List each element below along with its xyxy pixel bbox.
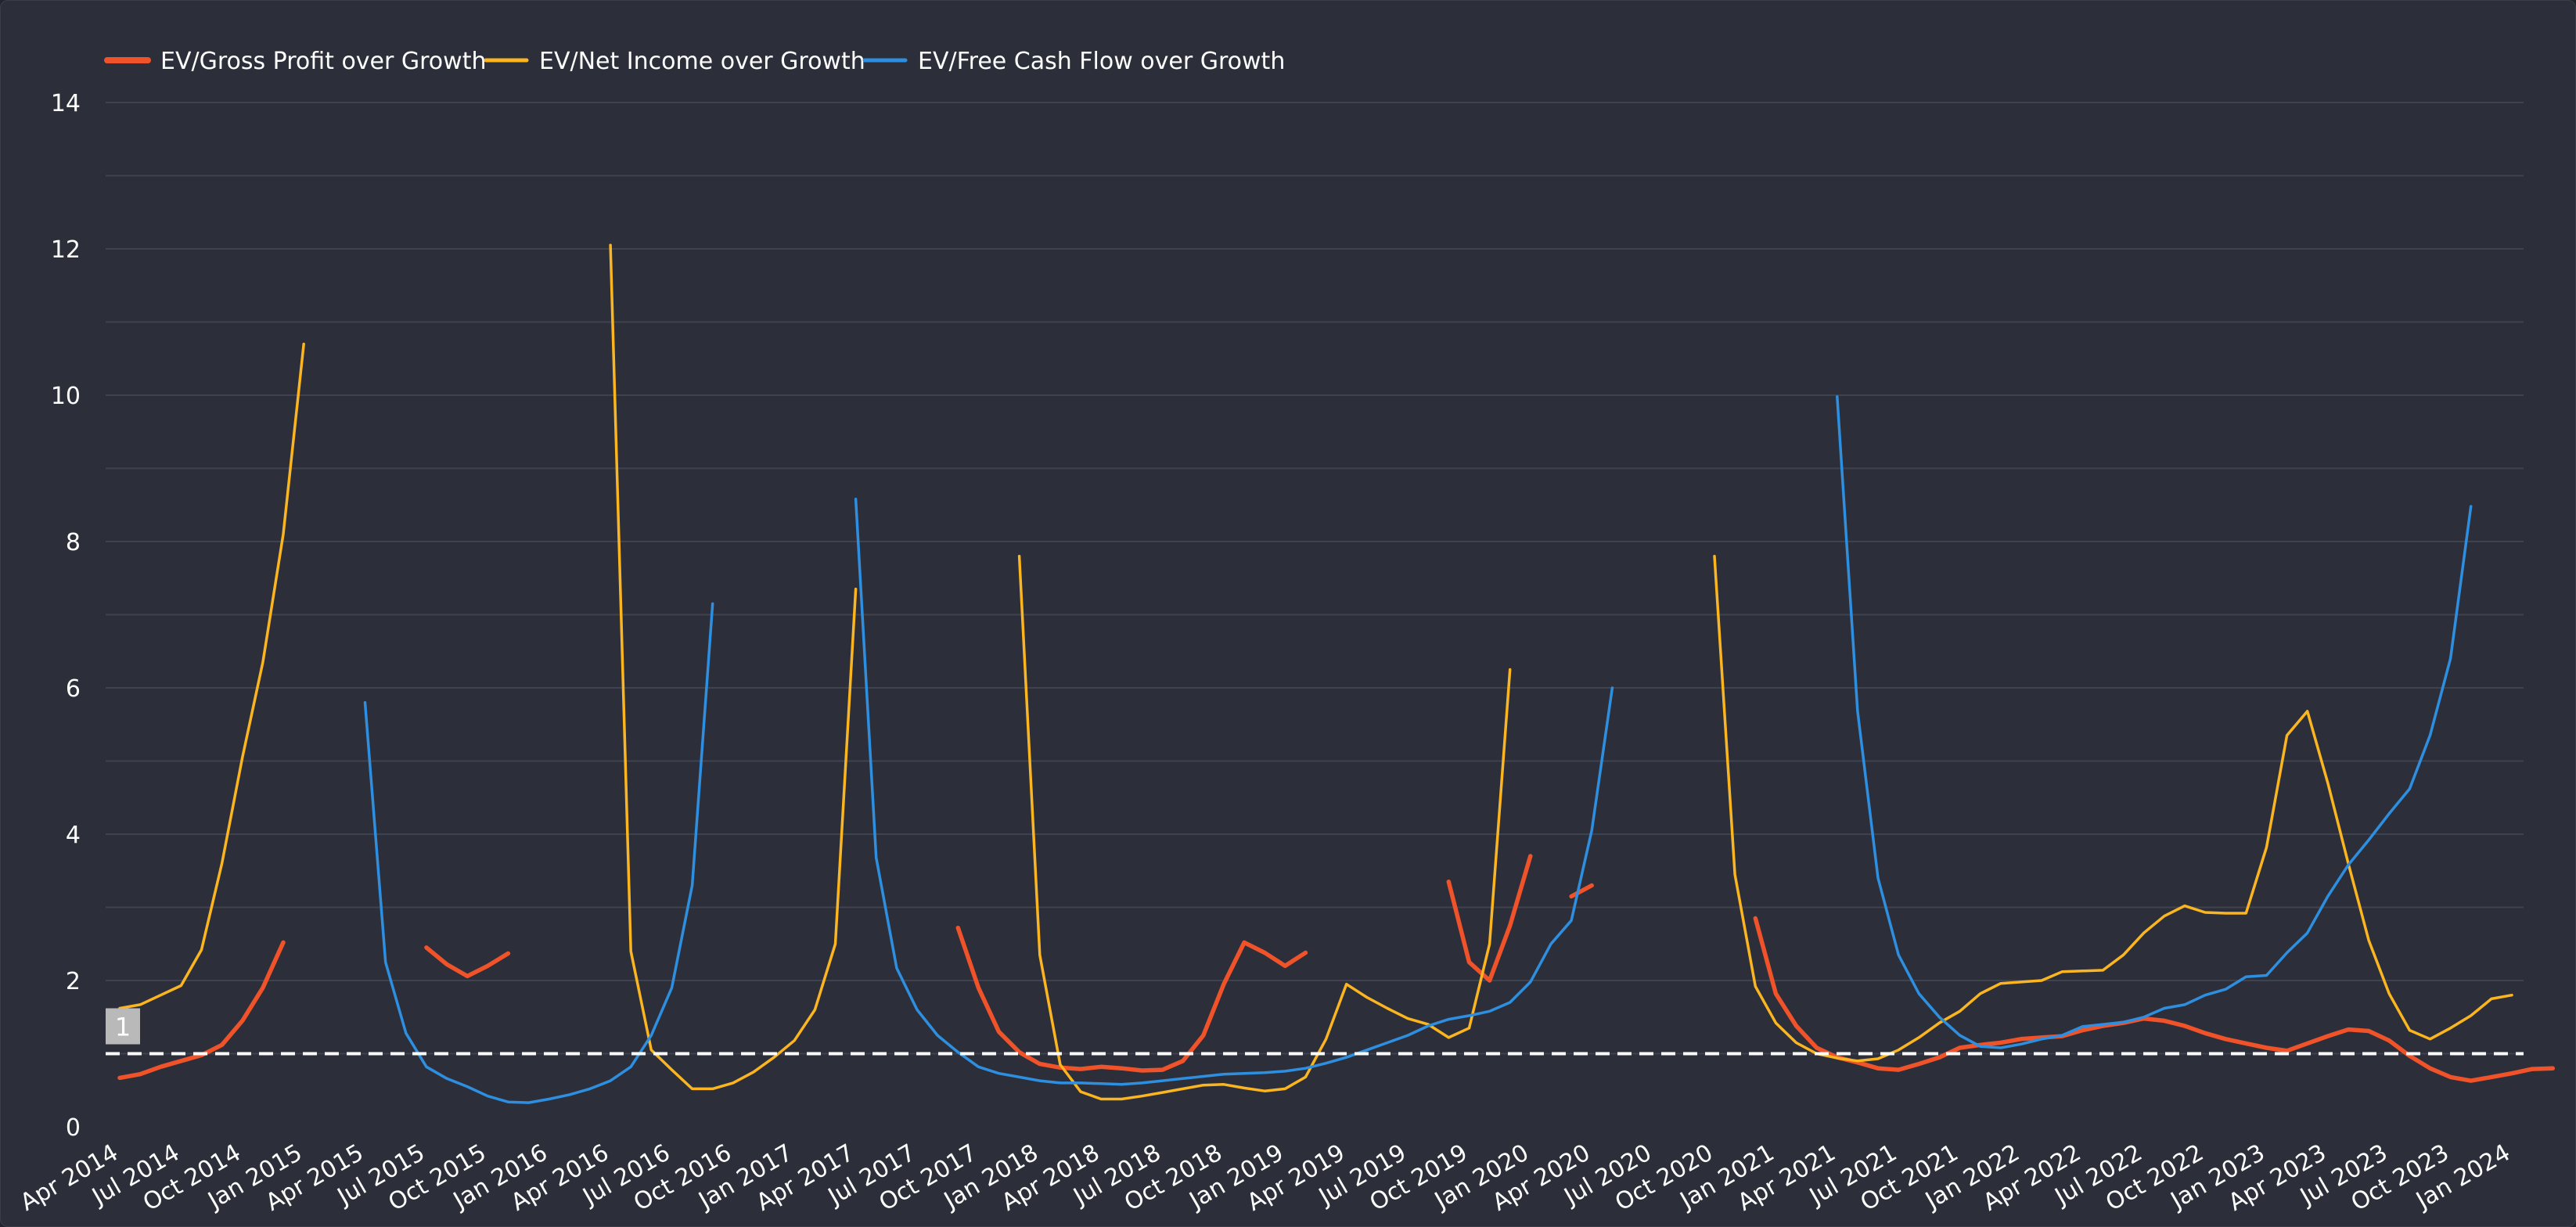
- reference-label: 1: [115, 1013, 131, 1042]
- series-line-segment: [955, 925, 1308, 1073]
- series-3: [363, 395, 2473, 1104]
- legend-label: EV/Gross Profit over Growth: [160, 48, 486, 75]
- grid-lines: [106, 102, 2524, 1055]
- series-line-segment: [118, 342, 305, 1010]
- series-line-segment: [609, 243, 858, 1091]
- series-line-segment: [1446, 854, 1533, 983]
- y-tick-label: 6: [66, 675, 81, 703]
- legend: EV/Gross Profit over Growth EV/Net Income…: [104, 48, 1285, 75]
- y-tick-label: 0: [66, 1114, 81, 1142]
- series-line-segment: [1753, 916, 2556, 1083]
- series-line-segment: [1713, 554, 2513, 1063]
- series-lines: [117, 243, 2556, 1104]
- y-tick-label: 8: [66, 529, 81, 556]
- legend-item-3[interactable]: EV/Free Cash Flow over Growth: [862, 48, 1285, 75]
- y-tick-label: 12: [51, 236, 81, 264]
- legend-item-2[interactable]: EV/Net Income over Growth: [484, 48, 865, 75]
- y-axis-ticks: 0 2 4 6 8 10 12 14: [51, 90, 81, 1142]
- y-tick-label: 14: [51, 90, 81, 117]
- series-line-segment: [1836, 395, 2473, 1049]
- series-line-segment: [1017, 554, 1512, 1101]
- reference-line: 1: [106, 1008, 2524, 1056]
- y-tick-label: 2: [66, 968, 81, 995]
- series-2: [118, 243, 2513, 1101]
- legend-label: EV/Net Income over Growth: [539, 48, 865, 75]
- series-line-segment: [424, 945, 511, 979]
- legend-item-1[interactable]: EV/Gross Profit over Growth: [104, 48, 486, 75]
- y-tick-label: 4: [66, 822, 81, 849]
- series-1: [117, 854, 2556, 1083]
- series-line-segment: [363, 602, 714, 1104]
- series-line-segment: [854, 498, 1614, 1086]
- series-line-segment: [1569, 883, 1594, 899]
- series-line-segment: [117, 940, 286, 1081]
- reference-label-box: [106, 1008, 140, 1045]
- y-tick-label: 10: [51, 383, 81, 410]
- legend-label: EV/Free Cash Flow over Growth: [918, 48, 1285, 75]
